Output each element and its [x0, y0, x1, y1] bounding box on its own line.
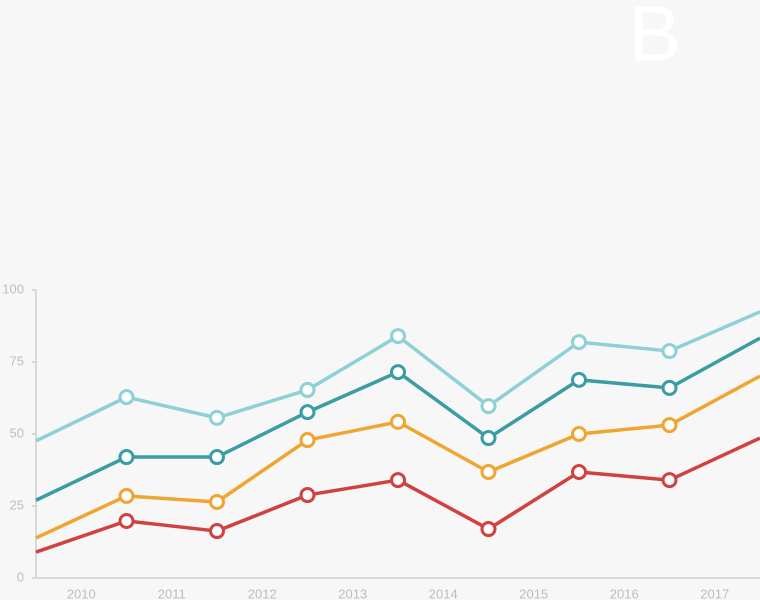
x-tick-label: 2010	[67, 586, 96, 600]
x-tick-label: 2011	[158, 586, 186, 600]
point-marker	[480, 430, 497, 447]
point-marker	[661, 379, 678, 396]
y-tick-label: 50	[10, 425, 24, 440]
x-tick-label: 2012	[248, 586, 277, 600]
point-marker	[299, 432, 316, 449]
point-marker	[118, 449, 135, 466]
point-marker	[480, 464, 497, 481]
y-tick-label: 25	[10, 497, 24, 512]
y-tick-label: 100	[2, 281, 24, 296]
x-tick-label: 2015	[519, 586, 548, 600]
point-marker	[571, 334, 587, 351]
x-tick-label: 2017	[700, 586, 729, 600]
point-marker	[390, 328, 406, 345]
point-marker	[209, 409, 225, 426]
point-marker	[390, 364, 406, 381]
point-marker	[299, 381, 316, 398]
point-marker	[571, 464, 587, 481]
x-tick-label: 2013	[338, 586, 367, 600]
point-marker	[661, 472, 678, 489]
point-marker	[390, 413, 406, 430]
x-tick-label: 2016	[610, 586, 639, 600]
point-marker	[118, 487, 135, 504]
point-marker	[209, 493, 225, 510]
point-marker	[118, 389, 135, 406]
point-marker	[661, 417, 678, 434]
x-tick-label: 2014	[429, 586, 458, 600]
point-marker	[299, 404, 316, 421]
point-marker	[299, 487, 316, 504]
annotation: B	[629, 0, 681, 78]
point-marker	[571, 371, 587, 388]
point-marker	[209, 523, 225, 540]
point-marker	[661, 343, 678, 360]
point-marker	[209, 449, 225, 466]
point-marker	[480, 398, 497, 415]
point-marker	[118, 512, 135, 529]
point-marker	[480, 521, 497, 538]
point-marker	[571, 426, 587, 442]
point-marker	[390, 472, 406, 489]
y-tick-label: 75	[10, 353, 24, 368]
y-tick-label: 0	[17, 569, 24, 584]
